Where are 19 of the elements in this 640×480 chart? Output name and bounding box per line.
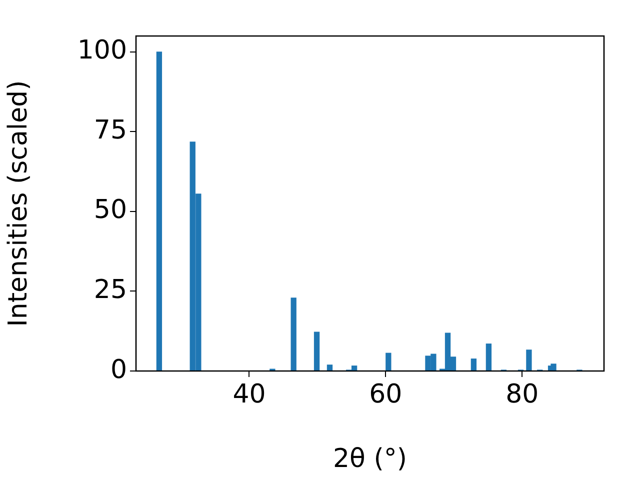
y-tick-label: 100 bbox=[77, 36, 127, 66]
y-tick-label: 0 bbox=[110, 354, 127, 385]
y-tick-label: 25 bbox=[94, 274, 127, 305]
bar bbox=[326, 364, 333, 371]
y-axis-title: Intensities (scaled) bbox=[3, 80, 34, 327]
bar bbox=[550, 364, 556, 371]
bar bbox=[486, 344, 492, 371]
x-axis-title: 2θ (°) bbox=[332, 444, 408, 474]
bar bbox=[314, 332, 320, 371]
x-tick-label: 40 bbox=[232, 379, 266, 410]
bar bbox=[526, 350, 532, 371]
bar bbox=[386, 352, 392, 371]
x-tick-label: 80 bbox=[506, 379, 539, 410]
bar bbox=[290, 298, 296, 371]
y-tick-label: 50 bbox=[94, 195, 127, 226]
y-tick-label: 75 bbox=[94, 115, 127, 146]
bar bbox=[470, 358, 477, 371]
x-tick-label: 60 bbox=[369, 379, 402, 410]
bar bbox=[156, 52, 162, 371]
